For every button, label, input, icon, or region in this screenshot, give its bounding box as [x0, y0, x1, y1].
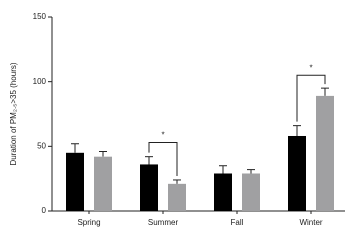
- y-tick-label: 50: [37, 141, 46, 150]
- bar: [66, 152, 84, 211]
- significance-bracket: [296, 74, 326, 122]
- bar: [242, 173, 260, 211]
- bar: [140, 164, 158, 211]
- y-tick-label: 0: [42, 206, 47, 215]
- y-axis-label: Duration of PM₂.₅>35 (hours): [9, 62, 18, 165]
- significance-bracket: [148, 141, 178, 176]
- x-tick-label: Spring: [77, 218, 100, 227]
- y-tick-label: 100: [33, 77, 47, 86]
- bar: [316, 95, 334, 211]
- bar: [94, 156, 112, 211]
- x-tick-label: Summer: [148, 218, 179, 227]
- significance-label: *: [309, 63, 312, 72]
- bar: [288, 135, 306, 211]
- bar: [214, 173, 232, 211]
- x-tick-label: Winter: [299, 218, 322, 227]
- significance-label: *: [161, 131, 164, 140]
- y-tick-label: 150: [33, 12, 47, 21]
- chart: Duration of PM₂.₅>35 (hours) 0 50 100 150 Sp…: [9, 12, 345, 227]
- x-tick-label: Fall: [231, 218, 244, 227]
- bar: [168, 183, 186, 211]
